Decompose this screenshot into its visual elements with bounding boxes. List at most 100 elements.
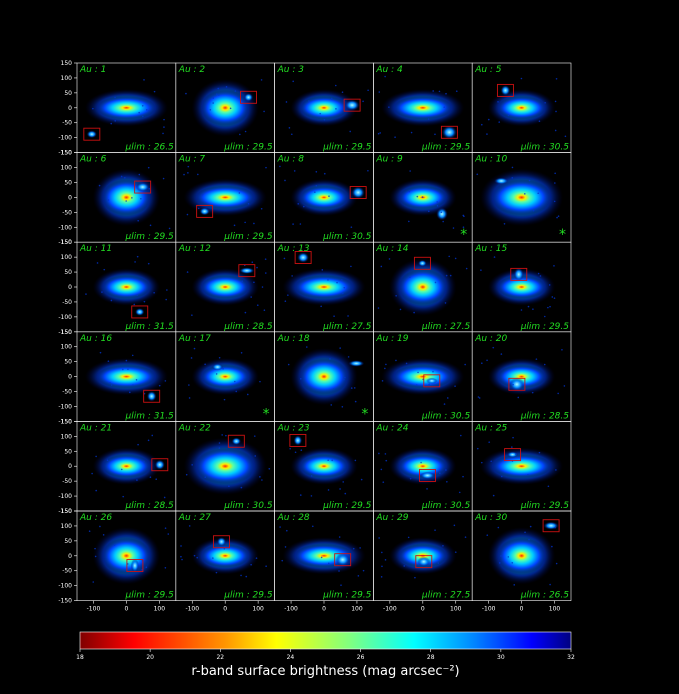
halo-speck [499, 562, 501, 564]
halo-speck [250, 563, 252, 566]
halo-speck [201, 193, 204, 196]
panel: Au : 15 μlim : 29.5 [471, 241, 572, 333]
stream-box [496, 83, 514, 97]
halo-speck [455, 90, 458, 92]
halo-speck [382, 481, 385, 483]
halo-speck [125, 359, 128, 362]
panel-label: Au : 7 [178, 155, 206, 165]
halo-speck [218, 94, 220, 96]
panel: Au : 1 μlim : 26.5 150 100 50 0 -50 -100 -150 [58, 60, 177, 157]
halo-speck [327, 279, 329, 281]
halo-speck [127, 368, 129, 371]
halo-speck [476, 447, 479, 450]
halo-speck [294, 451, 297, 454]
halo-speck [408, 220, 410, 223]
y-tick-label: 50 [64, 538, 72, 545]
halo-speck [180, 555, 182, 558]
halo-speck [486, 133, 488, 135]
panel-image [185, 79, 265, 137]
panel: Au : 20 μlim : 28.5 [471, 331, 572, 422]
satellite [293, 435, 303, 446]
halo-speck [223, 398, 226, 401]
halo-speck [240, 352, 243, 354]
halo-speck [253, 222, 255, 225]
halo-speck [436, 204, 439, 207]
mu-lim-label: μlim : 30.5 [322, 232, 372, 242]
halo-speck [549, 583, 551, 586]
stream-box [343, 98, 361, 112]
halo-speck [215, 373, 218, 375]
halo-speck [507, 114, 510, 117]
stream-box [415, 555, 433, 569]
stream-box [240, 90, 257, 104]
halo-speck [137, 219, 139, 222]
panel: Au : 17 * [175, 331, 275, 422]
halo-speck [380, 468, 383, 471]
halo-speck [261, 479, 263, 481]
halo-speck [554, 182, 556, 184]
halo-speck [285, 101, 288, 103]
satellite [419, 471, 436, 480]
halo-speck [551, 296, 554, 298]
mu-lim-label: μlim : 29.5 [322, 591, 372, 601]
halo-speck [283, 257, 286, 260]
stream-box [349, 186, 367, 199]
satellite [441, 125, 457, 139]
halo-speck [414, 576, 416, 579]
y-tick-label: -150 [58, 329, 72, 336]
y-tick-label: 150 [61, 239, 73, 246]
halo-speck [300, 449, 303, 452]
x-tick-label: -100 [284, 606, 298, 613]
halo-speck [134, 261, 136, 263]
satellite [211, 363, 224, 371]
halo-speck [279, 526, 281, 528]
stream-box [508, 377, 526, 391]
halo-speck [109, 382, 111, 384]
halo-speck [341, 91, 344, 93]
panel: Au : 8 μlim : 30.5 [274, 152, 374, 243]
halo-speck [310, 475, 313, 477]
halo-speck [342, 292, 344, 295]
halo-speck [136, 255, 139, 258]
halo-speck [481, 362, 483, 365]
halo-speck [334, 84, 337, 87]
halo-speck [292, 223, 294, 225]
y-tick-label: -150 [58, 598, 72, 605]
panel-image [83, 79, 168, 141]
panel-image [477, 346, 566, 399]
halo-speck [488, 441, 490, 443]
halo-speck [330, 97, 333, 100]
halo-speck [268, 467, 271, 470]
panel-image [84, 351, 168, 403]
halo-speck [141, 568, 143, 571]
galaxy-disc [298, 454, 350, 478]
panel-label: Au : 27 [178, 513, 211, 523]
panel-image [378, 434, 464, 494]
galaxy-disc [101, 537, 152, 574]
halo-speck [143, 300, 146, 303]
panel-label: Au : 23 [277, 423, 310, 433]
halo-speck [138, 111, 140, 114]
panel-label: Au : 9 [375, 155, 403, 165]
halo-speck [444, 302, 447, 304]
halo-speck [347, 356, 350, 358]
halo-speck [399, 308, 402, 311]
halo-speck [85, 293, 87, 295]
halo-speck [554, 100, 557, 103]
halo-speck [204, 476, 207, 479]
halo-speck [99, 525, 101, 528]
halo-speck [185, 92, 187, 95]
halo-speck [186, 213, 189, 216]
halo-speck [528, 538, 530, 541]
halo-speck [164, 380, 167, 382]
colorbar-tick-label: 20 [146, 654, 154, 661]
y-tick-label: 50 [64, 269, 72, 276]
halo-speck [265, 166, 267, 169]
halo-speck [114, 96, 116, 99]
halo-speck [95, 489, 97, 492]
panel-label: Au : 5 [474, 65, 502, 75]
y-tick-label: -150 [58, 418, 72, 425]
panel-image [92, 166, 171, 230]
stream-box [423, 374, 441, 388]
colorbar-tick-label: 28 [427, 654, 435, 661]
